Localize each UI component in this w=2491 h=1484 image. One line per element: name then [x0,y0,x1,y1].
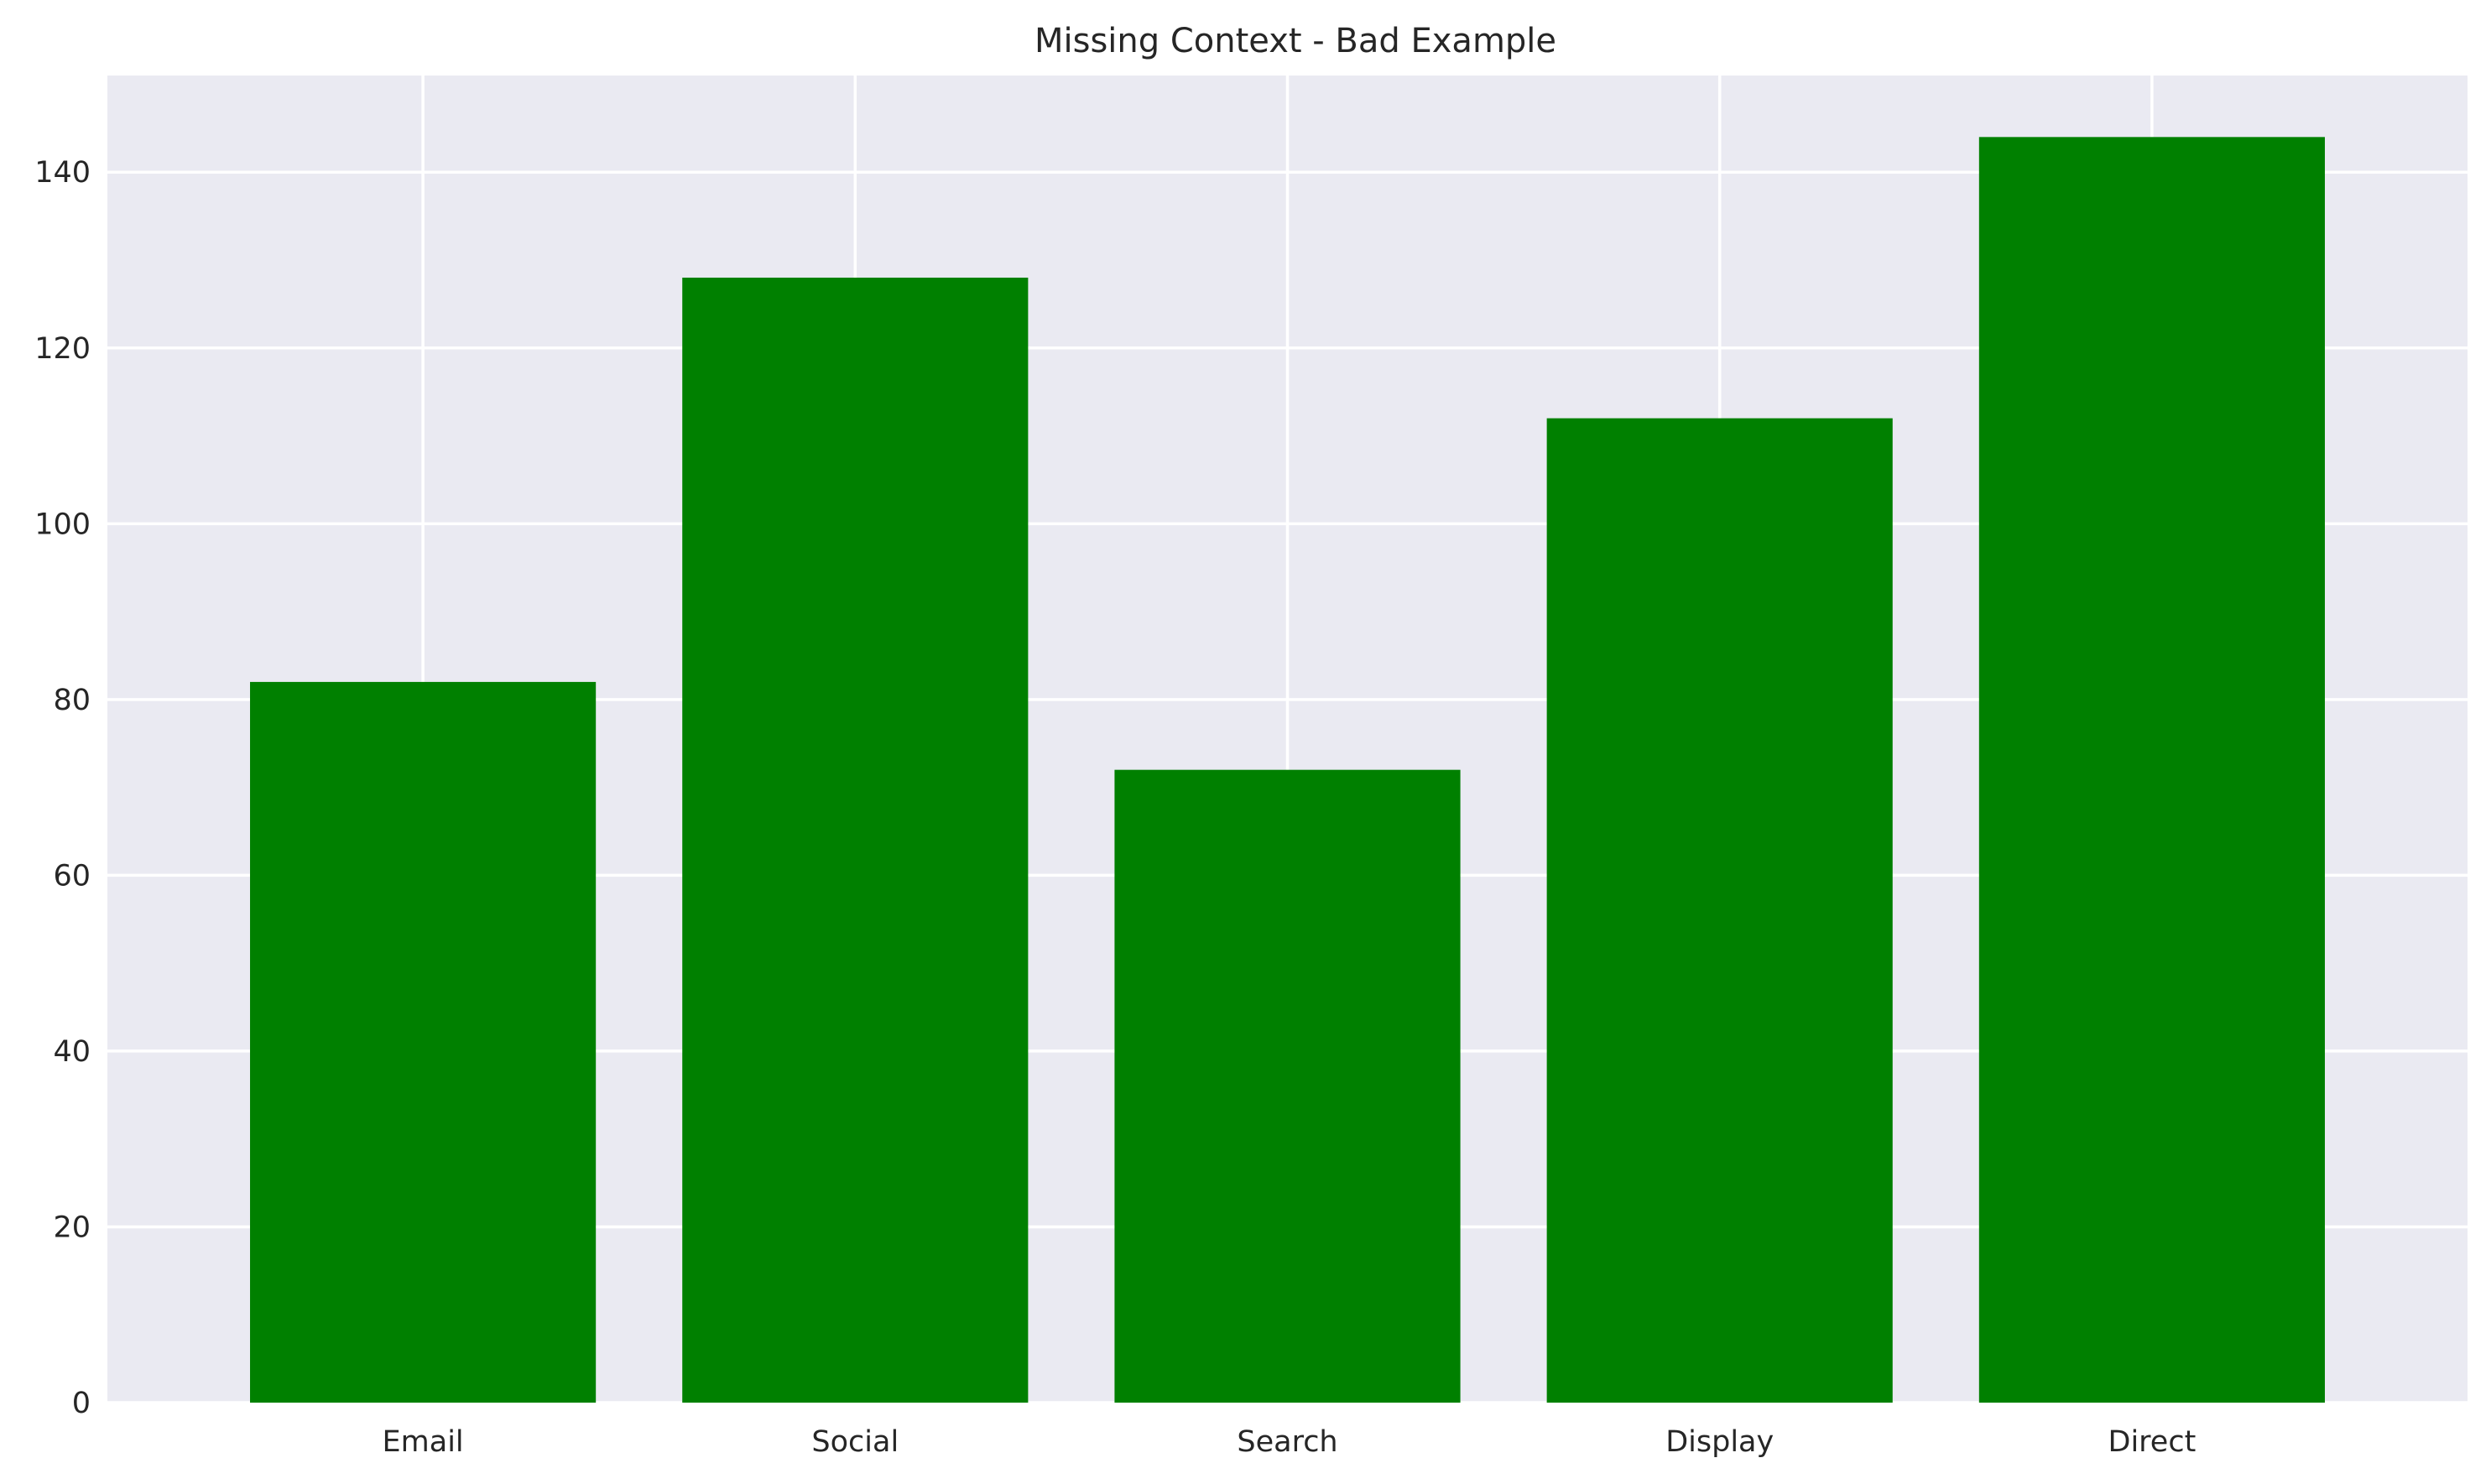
y-tick-label: 100 [34,508,91,541]
chart-title: Missing Context - Bad Example [1034,22,1556,60]
y-tick-label: 80 [53,684,91,717]
y-tick-label: 140 [34,156,91,190]
bars [250,137,2325,1403]
y-tick-labels: 0 20 40 60 80 100 120 140 [34,156,91,1420]
bar-email [250,681,597,1403]
x-tick-label: Display [1665,1425,1774,1459]
bar-display [1546,418,1893,1403]
bar-social [682,277,1029,1403]
y-tick-label: 120 [34,332,91,366]
bar-direct [1978,137,2325,1403]
bar-search [1114,769,1461,1403]
x-tick-label: Search [1237,1425,1337,1459]
y-tick-label: 60 [53,859,91,893]
x-tick-label: Email [383,1425,464,1459]
y-tick-label: 0 [72,1387,91,1420]
x-tick-label: Direct [2108,1425,2197,1459]
x-tick-labels: Email Social Search Display Direct [383,1425,2197,1459]
y-tick-label: 20 [53,1211,91,1244]
x-tick-label: Social [811,1425,899,1459]
y-tick-label: 40 [53,1035,91,1069]
